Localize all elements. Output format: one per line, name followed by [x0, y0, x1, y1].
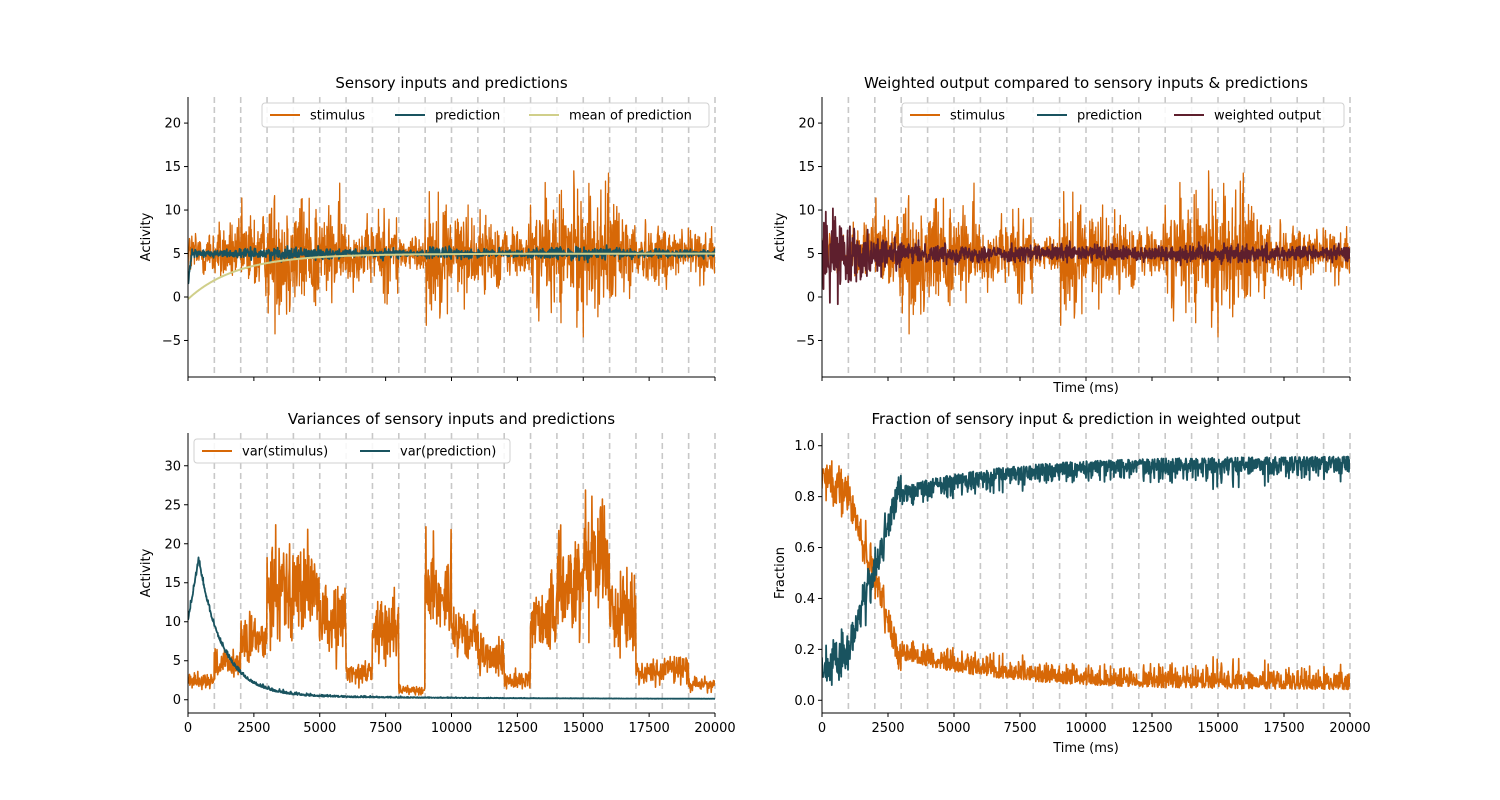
y-tick-label: 15 [798, 160, 815, 175]
legend-label-prediction: prediction [1077, 109, 1142, 124]
x-tick-label: 17500 [1263, 721, 1304, 736]
y-tick-label: 5 [807, 247, 815, 262]
series-weighted-output [822, 207, 1350, 306]
legend-label-mean_prediction: mean of prediction [569, 109, 692, 124]
panel-bottom-left: 0 5 10 15 20 25 30 0 2500 5000 7500 10000 12500 15000… [139, 410, 736, 736]
series-var-stimulus [188, 489, 715, 696]
x-tick-label: 5000 [303, 721, 336, 736]
chart-title: Variances of sensory inputs and predicti… [288, 410, 615, 428]
x-axis-label: Time (ms) [1052, 741, 1119, 756]
x-tick-label: 10000 [1065, 721, 1106, 736]
legend-label-stimulus: stimulus [310, 109, 365, 124]
y-axis-label: Activity [139, 212, 154, 261]
panel-top-left: −5 0 5 10 15 20 Sensory inputs and predictions… [139, 74, 716, 381]
y-tick-label: 0.8 [794, 490, 815, 505]
x-tick-label: 7500 [1003, 721, 1036, 736]
y-tick-label: −5 [162, 334, 181, 349]
y-tick-label: −5 [796, 334, 815, 349]
y-tick-label: 25 [164, 498, 181, 513]
legend: stimulus prediction mean of prediction [261, 102, 710, 128]
y-axis-label: Fraction [773, 547, 788, 599]
y-tick-label: 10 [164, 615, 181, 630]
y-tick-label: 20 [164, 117, 181, 132]
x-tick-label: 17500 [628, 721, 669, 736]
y-tick-label: 1.0 [794, 439, 815, 454]
y-tick-label: 0.0 [794, 694, 815, 709]
legend-label-stimulus: stimulus [950, 109, 1005, 124]
y-tick-label: 0.2 [794, 643, 815, 658]
series-fraction-prediction [822, 455, 1350, 686]
chart-title: Weighted output compared to sensory inpu… [864, 74, 1308, 92]
legend-label-stimulus: var(stimulus) [242, 445, 328, 460]
y-tick-label: 0.4 [794, 592, 815, 607]
legend-frame [193, 438, 511, 464]
x-axis-label: Time (ms) [1052, 381, 1119, 396]
y-tick-label: 0 [173, 291, 181, 306]
legend-frame [261, 102, 710, 128]
y-tick-label: 10 [798, 204, 815, 219]
y-tick-label: 0.6 [794, 541, 815, 556]
series-stimulus [188, 170, 715, 338]
x-tick-label: 7500 [369, 721, 402, 736]
legend-label-prediction: prediction [435, 109, 500, 124]
series-fraction-stimulus [822, 460, 1350, 691]
y-tick-label: 15 [164, 160, 181, 175]
x-tick-label: 15000 [563, 721, 604, 736]
legend: stimulus prediction weighted output [901, 102, 1345, 128]
x-tick-label: 20000 [1329, 721, 1370, 736]
y-tick-label: 5 [173, 247, 181, 262]
y-tick-label: 20 [798, 117, 815, 132]
panel-bottom-right: 0.0 0.2 0.4 0.6 0.8 1.0 0 2500 5000 7500 10000 1250… [773, 410, 1371, 756]
legend-label-prediction: var(prediction) [400, 445, 496, 460]
y-axis-label: Activity [139, 548, 154, 597]
panel-top-right: −5 0 5 10 15 20 Weighted output compared to se… [773, 74, 1351, 396]
y-tick-label: 20 [164, 537, 181, 552]
y-tick-label: 15 [164, 576, 181, 591]
series-prediction [188, 244, 715, 285]
chart-title: Fraction of sensory input & prediction i… [871, 410, 1300, 428]
x-tick-label: 2500 [237, 721, 270, 736]
x-tick-label: 12500 [497, 721, 538, 736]
legend: var(stimulus) var(prediction) [193, 438, 511, 464]
x-tick-label: 5000 [937, 721, 970, 736]
x-tick-label: 12500 [1131, 721, 1172, 736]
y-tick-label: 5 [173, 654, 181, 669]
y-axis-label: Activity [773, 212, 788, 261]
legend-label-weighted_output: weighted output [1214, 109, 1321, 124]
series-mean-of-prediction [188, 252, 715, 300]
y-tick-label: 0 [807, 291, 815, 306]
chart-title: Sensory inputs and predictions [335, 74, 567, 92]
x-tick-label: 2500 [871, 721, 904, 736]
y-tick-label: 30 [164, 459, 181, 474]
y-tick-label: 0 [173, 693, 181, 708]
y-tick-label: 10 [164, 204, 181, 219]
x-tick-label: 0 [818, 721, 826, 736]
x-tick-label: 15000 [1197, 721, 1238, 736]
x-tick-label: 20000 [694, 721, 735, 736]
legend-frame [901, 102, 1345, 128]
x-tick-label: 0 [184, 721, 192, 736]
x-tick-label: 10000 [431, 721, 472, 736]
series-var-prediction [188, 556, 715, 700]
